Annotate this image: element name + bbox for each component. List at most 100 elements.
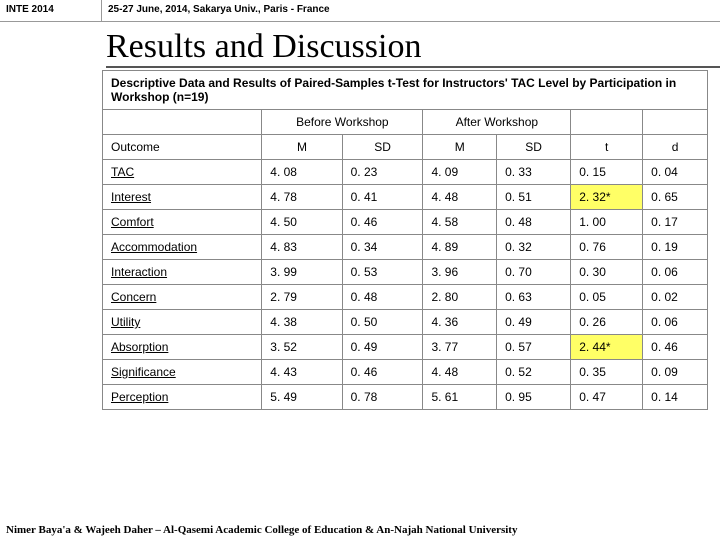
cell-outcome: Interest <box>103 185 262 210</box>
cell-m1: 4. 08 <box>262 160 342 185</box>
cell-m1: 4. 78 <box>262 185 342 210</box>
cell-m1: 3. 52 <box>262 335 342 360</box>
table-row: TAC4. 080. 234. 090. 330. 150. 04 <box>103 160 708 185</box>
cell-sd2: 0. 52 <box>497 360 571 385</box>
cell-sd1: 0. 78 <box>342 385 423 410</box>
cell-d: 0. 46 <box>643 335 708 360</box>
col-outcome: Outcome <box>103 135 262 160</box>
table-row: Accommodation4. 830. 344. 890. 320. 760.… <box>103 235 708 260</box>
cell-t: 0. 35 <box>571 360 643 385</box>
blank-d <box>643 110 708 135</box>
footer-attribution: Nimer Baya'a & Wajeeh Daher – Al-Qasemi … <box>0 522 720 538</box>
conference-meta: 25-27 June, 2014, Sakarya Univ., Paris -… <box>102 0 720 21</box>
top-bar: INTE 2014 25-27 June, 2014, Sakarya Univ… <box>0 0 720 22</box>
cell-t: 0. 05 <box>571 285 643 310</box>
cell-d: 0. 17 <box>643 210 708 235</box>
cell-d: 0. 14 <box>643 385 708 410</box>
cell-outcome: TAC <box>103 160 262 185</box>
cell-outcome: Perception <box>103 385 262 410</box>
cell-sd2: 0. 32 <box>497 235 571 260</box>
cell-sd1: 0. 46 <box>342 360 423 385</box>
cell-sd2: 0. 63 <box>497 285 571 310</box>
cell-t: 0. 30 <box>571 260 643 285</box>
cell-sd2: 0. 51 <box>497 185 571 210</box>
cell-m1: 4. 38 <box>262 310 342 335</box>
table-row: Absorption3. 520. 493. 770. 572. 44*0. 4… <box>103 335 708 360</box>
cell-t: 0. 76 <box>571 235 643 260</box>
col-d: d <box>643 135 708 160</box>
cell-sd1: 0. 41 <box>342 185 423 210</box>
cell-m2: 4. 09 <box>423 160 497 185</box>
cell-outcome: Accommodation <box>103 235 262 260</box>
table-row: Comfort4. 500. 464. 580. 481. 000. 17 <box>103 210 708 235</box>
cell-t: 0. 47 <box>571 385 643 410</box>
cell-m1: 4. 83 <box>262 235 342 260</box>
table-row: Significance4. 430. 464. 480. 520. 350. … <box>103 360 708 385</box>
cell-outcome: Significance <box>103 360 262 385</box>
cell-sd2: 0. 33 <box>497 160 571 185</box>
table-row: Utility4. 380. 504. 360. 490. 260. 06 <box>103 310 708 335</box>
cell-outcome: Comfort <box>103 210 262 235</box>
cell-t: 2. 32* <box>571 185 643 210</box>
cell-t: 1. 00 <box>571 210 643 235</box>
cell-d: 0. 09 <box>643 360 708 385</box>
cell-m2: 5. 61 <box>423 385 497 410</box>
before-head: Before Workshop <box>262 110 423 135</box>
cell-sd2: 0. 48 <box>497 210 571 235</box>
cell-m2: 2. 80 <box>423 285 497 310</box>
table-row: Interest4. 780. 414. 480. 512. 32*0. 65 <box>103 185 708 210</box>
cell-outcome: Absorption <box>103 335 262 360</box>
cell-outcome: Utility <box>103 310 262 335</box>
col-m1: M <box>262 135 342 160</box>
cell-m1: 5. 49 <box>262 385 342 410</box>
blank-head <box>103 110 262 135</box>
cell-sd1: 0. 50 <box>342 310 423 335</box>
cell-m2: 4. 58 <box>423 210 497 235</box>
page-title: Results and Discussion <box>106 28 720 68</box>
cell-sd1: 0. 23 <box>342 160 423 185</box>
conference-badge: INTE 2014 <box>0 0 102 21</box>
cell-t: 0. 15 <box>571 160 643 185</box>
cell-sd1: 0. 48 <box>342 285 423 310</box>
cell-sd2: 0. 57 <box>497 335 571 360</box>
cell-sd1: 0. 49 <box>342 335 423 360</box>
cell-d: 0. 19 <box>643 235 708 260</box>
cell-m2: 4. 48 <box>423 185 497 210</box>
col-t: t <box>571 135 643 160</box>
cell-m2: 4. 48 <box>423 360 497 385</box>
cell-m1: 3. 99 <box>262 260 342 285</box>
cell-m2: 4. 89 <box>423 235 497 260</box>
cell-m1: 4. 43 <box>262 360 342 385</box>
table-wrap: Descriptive Data and Results of Paired-S… <box>102 70 708 410</box>
table-row: Concern2. 790. 482. 800. 630. 050. 02 <box>103 285 708 310</box>
table-row: Interaction3. 990. 533. 960. 700. 300. 0… <box>103 260 708 285</box>
table-body: TAC4. 080. 234. 090. 330. 150. 04Interes… <box>103 160 708 410</box>
table-row: Perception5. 490. 785. 610. 950. 470. 14 <box>103 385 708 410</box>
after-head: After Workshop <box>423 110 571 135</box>
cell-d: 0. 65 <box>643 185 708 210</box>
cell-sd2: 0. 70 <box>497 260 571 285</box>
cell-d: 0. 02 <box>643 285 708 310</box>
table-caption: Descriptive Data and Results of Paired-S… <box>103 71 708 110</box>
col-m2: M <box>423 135 497 160</box>
blank-t <box>571 110 643 135</box>
cell-m2: 3. 77 <box>423 335 497 360</box>
cell-sd2: 0. 49 <box>497 310 571 335</box>
cell-d: 0. 06 <box>643 260 708 285</box>
cell-sd1: 0. 53 <box>342 260 423 285</box>
cell-sd1: 0. 34 <box>342 235 423 260</box>
col-sd2: SD <box>497 135 571 160</box>
cell-t: 0. 26 <box>571 310 643 335</box>
cell-d: 0. 04 <box>643 160 708 185</box>
cell-outcome: Concern <box>103 285 262 310</box>
cell-sd2: 0. 95 <box>497 385 571 410</box>
cell-m1: 4. 50 <box>262 210 342 235</box>
cell-t: 2. 44* <box>571 335 643 360</box>
cell-m2: 3. 96 <box>423 260 497 285</box>
cell-m1: 2. 79 <box>262 285 342 310</box>
results-table: Descriptive Data and Results of Paired-S… <box>102 70 708 410</box>
cell-outcome: Interaction <box>103 260 262 285</box>
cell-m2: 4. 36 <box>423 310 497 335</box>
title-region: Results and Discussion <box>102 22 720 70</box>
cell-d: 0. 06 <box>643 310 708 335</box>
